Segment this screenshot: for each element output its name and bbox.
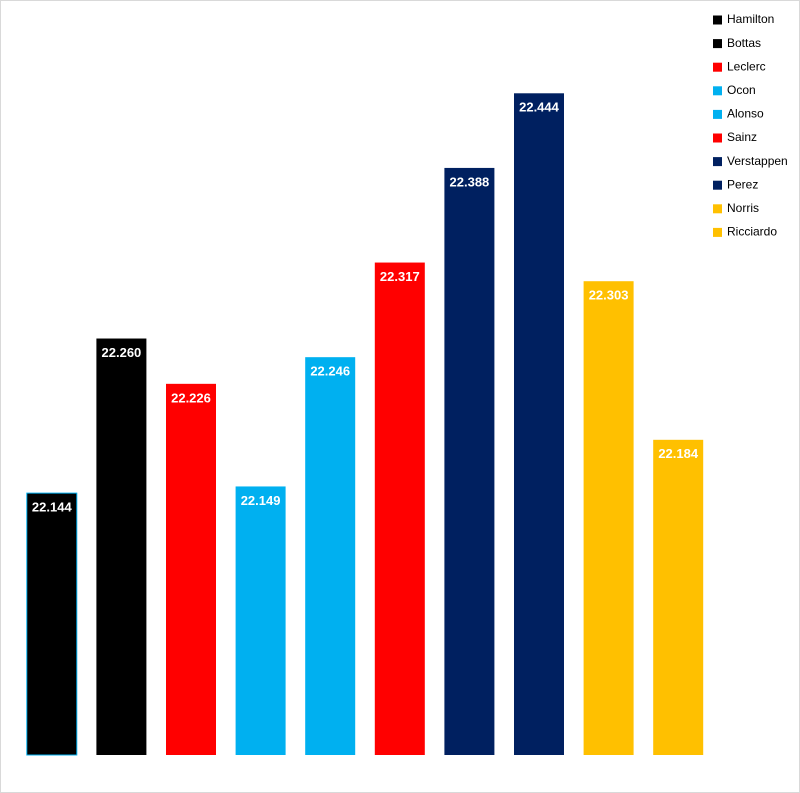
legend-label: Ocon <box>727 83 756 97</box>
legend-swatch <box>713 157 722 167</box>
legend-swatch <box>713 62 722 72</box>
legend-swatch <box>713 204 722 214</box>
bar <box>96 338 147 755</box>
data-label: 22.184 <box>658 446 699 461</box>
data-label: 22.303 <box>589 288 629 303</box>
data-label: 22.246 <box>310 364 350 379</box>
legend-swatch <box>713 109 722 119</box>
data-label: 22.144 <box>32 500 73 515</box>
legend-swatch <box>713 39 722 49</box>
legend-label: Ricciardo <box>727 225 777 239</box>
bar <box>514 93 564 756</box>
bar <box>235 486 286 755</box>
legend-label: Hamilton <box>727 12 774 26</box>
legend-swatch <box>713 86 722 96</box>
legend-swatch <box>713 133 722 143</box>
data-label: 22.444 <box>519 100 560 115</box>
legend-label: Norris <box>727 201 759 215</box>
data-label: 22.388 <box>450 174 490 189</box>
bar <box>374 262 425 755</box>
bar <box>26 492 78 756</box>
legend-label: Leclerc <box>727 59 766 73</box>
legend-swatch <box>713 15 722 25</box>
bar <box>166 383 216 755</box>
bar <box>653 439 704 755</box>
legend-label: Bottas <box>727 36 761 50</box>
bar <box>444 167 495 756</box>
data-label: 22.226 <box>171 390 211 405</box>
legend-label: Sainz <box>727 130 757 144</box>
bar <box>305 357 356 755</box>
data-label: 22.260 <box>102 345 142 360</box>
data-label: 22.149 <box>241 493 281 508</box>
bar <box>583 281 634 755</box>
legend-label: Verstappen <box>727 154 788 168</box>
data-label: 22.317 <box>380 269 420 284</box>
legend-label: Perez <box>727 177 758 191</box>
legend-swatch <box>713 227 722 237</box>
legend-label: Alonso <box>727 107 764 121</box>
legend-swatch <box>713 180 722 190</box>
